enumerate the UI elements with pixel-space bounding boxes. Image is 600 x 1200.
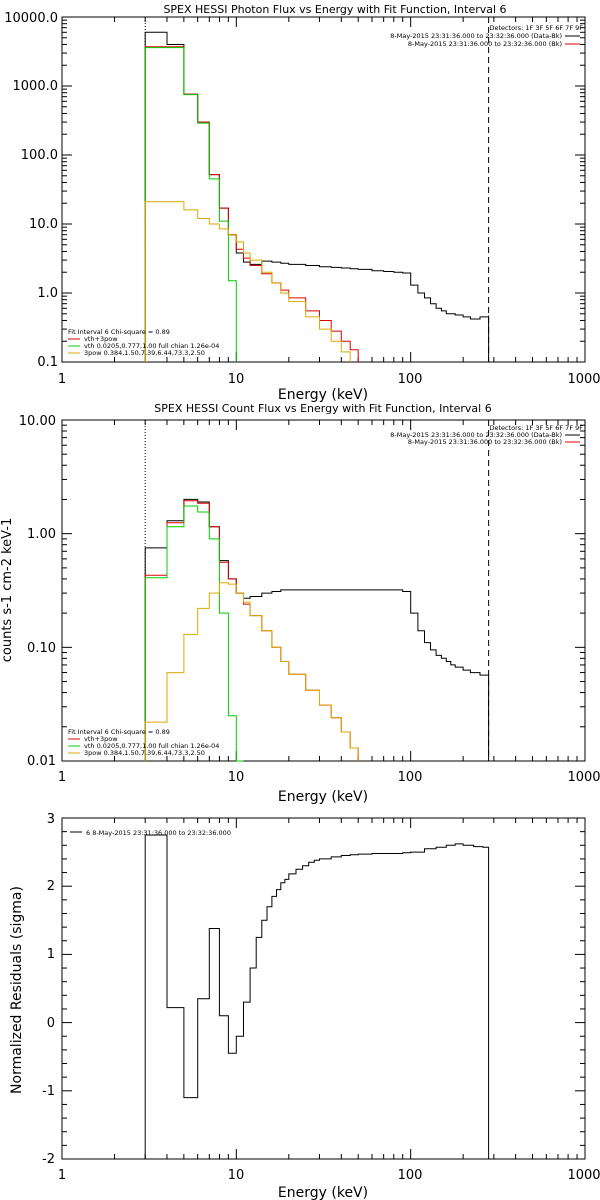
- count-flux-ytick-label: 10.00: [19, 414, 56, 429]
- photon-flux-legend-entry: 3pow 0.384,1.50,7.39,6.44,73.3,2.50: [84, 349, 205, 357]
- count-flux-xtick-label: 1: [58, 770, 66, 785]
- residuals-ytick-label: 3: [47, 812, 55, 827]
- count-flux-legend-fit-line: Fit Interval 6 Chi-square = 0.89: [68, 728, 170, 736]
- count-flux-xtick-label: 10: [228, 770, 245, 785]
- photon-flux-ytick-label: 0.1: [37, 355, 58, 370]
- residuals-xtick-label: 100: [398, 1168, 423, 1183]
- residuals-legend-entry: 6 8-May-2015 23:31:36.000 to 23:32:36.00…: [86, 829, 231, 837]
- count-flux-ytick-label: 0.10: [27, 641, 56, 656]
- residuals-yaxis-label: Normalized Residuals (sigma): [9, 886, 25, 1094]
- count-flux-series-3: [144, 582, 359, 761]
- residuals-xtick-label: 1: [58, 1168, 66, 1183]
- photon-flux-ytick-label: 100.0: [21, 148, 58, 163]
- count-flux-ytick-label: 0.01: [27, 754, 56, 769]
- residuals-series-0: [144, 834, 490, 1159]
- count-flux-data-interval-line: 8-May-2015 23:31:36.000 to 23:32:36.000 …: [390, 431, 562, 439]
- residuals-plot-frame: [61, 817, 586, 1160]
- count-flux-series-1: [144, 500, 359, 761]
- photon-flux-data-interval-line: 8-May-2015 23:31:36.000 to 23:32:36.000 …: [390, 32, 562, 40]
- count-flux-xtick-label: 100: [398, 770, 423, 785]
- count-flux-legend-entry: vth+3pow: [84, 735, 118, 743]
- residuals-xaxis-label: Energy (keV): [278, 1185, 368, 1200]
- count-flux-series-2: [144, 505, 244, 762]
- photon-flux-series-1: [144, 46, 359, 362]
- photon-flux-series-2: [144, 47, 237, 362]
- residuals-panel: Normalized Residuals (sigma) -2 -1 0 1 2…: [9, 812, 600, 1200]
- photon-flux-xtick-label: 1: [58, 372, 66, 387]
- count-flux-legend-entry: vth 0.0205,0.777,1.00 full chian 1.26e-0…: [84, 742, 219, 750]
- photon-flux-title: SPEX HESSI Photon Flux vs Energy with Fi…: [163, 3, 506, 16]
- count-flux-legend-entry: 3pow 0.384,1.50,7.39,6.44,73.3,2.50: [84, 749, 205, 757]
- photon-flux-ytick-label: 1.0: [37, 286, 58, 301]
- count-flux-ytick-label: 1.00: [27, 527, 56, 542]
- photon-flux-ytick-label: 1000.0: [13, 79, 59, 94]
- photon-flux-series-3: [144, 201, 351, 362]
- photon-flux-detectors-line: Detectors: 1F 3F 5F 6F 7F 9F: [489, 24, 583, 32]
- count-flux-bk-interval-line: 8-May-2015 23:31:36.000 to 23:32:36.000 …: [408, 438, 562, 446]
- count-flux-title: SPEX HESSI Count Flux vs Energy with Fit…: [154, 402, 491, 415]
- count-flux-xaxis-label: Energy (keV): [278, 789, 368, 805]
- photon-flux-panel: SPEX HESSI Photon Flux vs Energy with Fi…: [4, 3, 600, 403]
- residuals-ytick-label: 2: [47, 879, 55, 894]
- photon-flux-series-0: [144, 31, 490, 362]
- photon-flux-xaxis-label: Energy (keV): [278, 387, 368, 403]
- residuals-ytick-label: -1: [42, 1084, 55, 1099]
- photon-flux-xtick-label: 100: [398, 372, 423, 387]
- photon-flux-xtick-label: 10: [228, 372, 245, 387]
- photon-flux-legend-fit-line: Fit Interval 6 Chi-square = 0.89: [68, 328, 170, 336]
- photon-flux-plot-frame: [61, 16, 586, 363]
- photon-flux-bk-interval-line: 8-May-2015 23:31:36.000 to 23:32:36.000 …: [408, 40, 562, 48]
- count-flux-detectors-line: Detectors: 1F 3F 5F 6F 7F 9F: [489, 424, 583, 432]
- count-flux-panel: SPEX HESSI Count Flux vs Energy with Fit…: [0, 402, 600, 805]
- photon-flux-ytick-label: 10.0: [29, 217, 58, 232]
- residuals-xtick-label: 10: [228, 1168, 245, 1183]
- photon-flux-xtick-label: 1000: [567, 372, 600, 387]
- residuals-xtick-label: 1000: [567, 1168, 600, 1183]
- photon-flux-ytick-label: 10000.0: [4, 11, 58, 26]
- residuals-ytick-label: 0: [47, 1016, 55, 1031]
- residuals-ytick-label: 1: [47, 947, 55, 962]
- count-flux-yaxis-label: counts s-1 cm-2 keV-1: [0, 518, 15, 663]
- count-flux-series-0: [144, 498, 490, 761]
- residuals-ytick-label: -2: [42, 1152, 55, 1167]
- photon-flux-legend-entry: vth+3pow: [84, 335, 118, 343]
- count-flux-xtick-label: 1000: [567, 770, 600, 785]
- count-flux-plot-frame: [61, 419, 586, 762]
- photon-flux-legend-entry: vth 0.0205,0.777,1.00 full chian 1.26e-0…: [84, 342, 219, 350]
